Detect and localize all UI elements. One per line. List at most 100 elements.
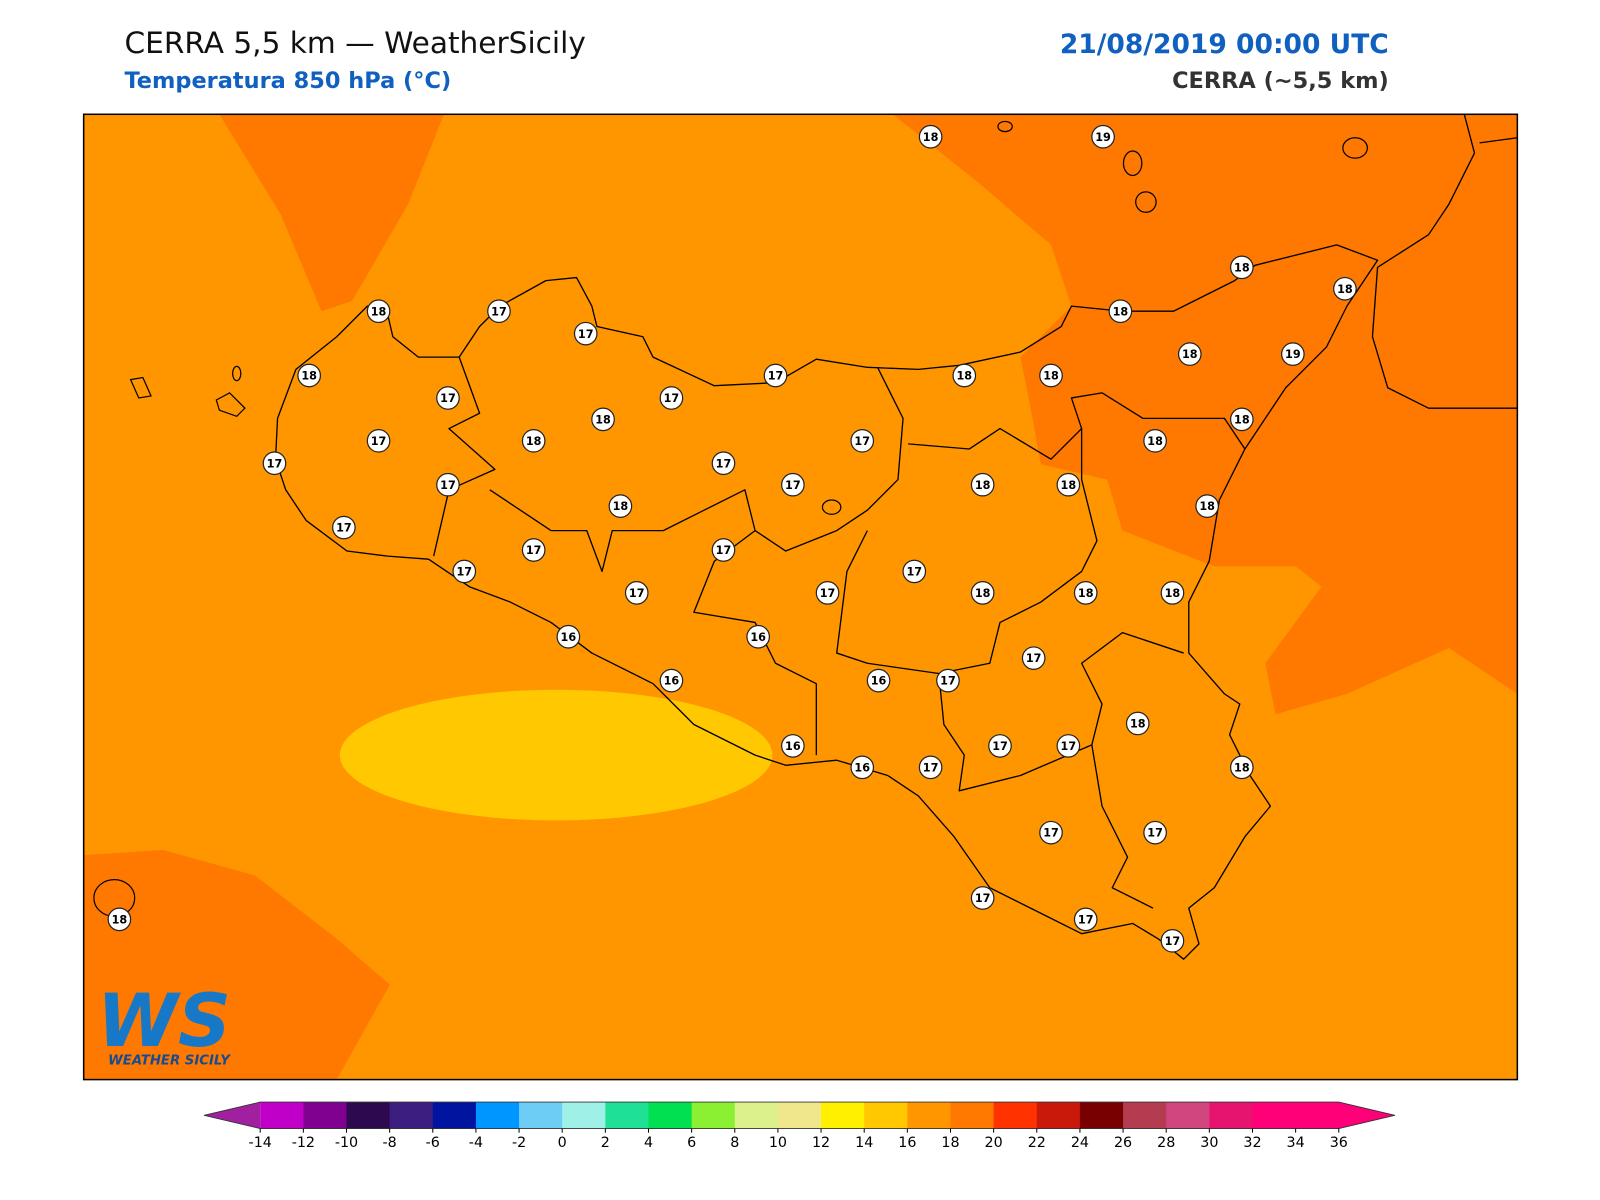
station-value: 18	[1337, 283, 1353, 296]
station-value: 16	[854, 761, 870, 774]
station-marker	[711, 538, 736, 562]
station-value: 18	[613, 500, 629, 513]
colorbar-tick-label: -10	[335, 1135, 358, 1151]
boundaries	[433, 356, 1246, 909]
station-value: 18	[1199, 500, 1215, 513]
station-marker	[970, 581, 995, 605]
colorbar-tick-label: 20	[985, 1135, 1003, 1151]
station-marker	[781, 472, 805, 497]
station-value: 17	[371, 435, 387, 448]
station-value: 16	[664, 675, 680, 688]
colorbar-tick-label: -12	[292, 1135, 315, 1151]
logo-text: WEATHER SICILY	[108, 1053, 231, 1068]
station-value: 18	[1234, 261, 1250, 274]
station-value: 18	[1182, 348, 1198, 361]
station-marker	[866, 668, 891, 693]
station-marker	[556, 624, 581, 649]
colorbar-tick-label: -14	[249, 1135, 272, 1151]
station-marker	[624, 581, 649, 605]
colorbar-tick-label: 18	[941, 1135, 959, 1151]
colorbar-segment	[260, 1102, 304, 1129]
station-marker	[107, 907, 132, 932]
station-value: 18	[975, 479, 991, 492]
station-value: 17	[336, 522, 352, 535]
station-marker	[763, 363, 788, 388]
coastline	[274, 244, 1379, 960]
station-value: 17	[664, 392, 680, 405]
station-marker	[521, 428, 546, 453]
colorbar-tick-label: -8	[383, 1135, 397, 1151]
station-value: 18	[975, 587, 991, 600]
station-marker	[1333, 276, 1357, 301]
islands	[93, 120, 1368, 917]
station-value: 18	[923, 131, 939, 144]
date: 21/08/2019 00:00 UTC	[1060, 29, 1389, 60]
colorbar-tick-label: -4	[469, 1135, 483, 1151]
station-marker	[608, 494, 633, 518]
station-value: 17	[440, 479, 456, 492]
station-value: 17	[1061, 740, 1077, 753]
station-marker	[521, 538, 546, 562]
station-marker	[487, 299, 511, 324]
station-value: 17	[456, 566, 472, 579]
station-marker	[1230, 255, 1254, 280]
colorbar-segment	[1123, 1102, 1167, 1129]
station-value: 18	[595, 413, 611, 426]
station-value: 17	[629, 587, 645, 600]
station-marker	[366, 299, 391, 324]
station-value: 18	[956, 370, 972, 383]
station-marker	[1108, 299, 1133, 324]
station-marker	[1230, 755, 1254, 780]
station-marker	[970, 472, 995, 497]
station-marker	[988, 734, 1012, 758]
station-value: 16	[871, 675, 887, 688]
model: CERRA (~5,5 km)	[1172, 68, 1389, 94]
station-marker	[1143, 820, 1167, 845]
colorbar-segment	[432, 1102, 477, 1129]
station-value: 17	[785, 479, 801, 492]
station-value: 17	[992, 740, 1008, 753]
station-value: 17	[768, 370, 784, 383]
colorbar-tick-label: 36	[1330, 1135, 1348, 1151]
colorbar-tick-label: 26	[1114, 1135, 1132, 1151]
station-value: 17	[267, 457, 283, 470]
colorbar-segment	[734, 1102, 779, 1129]
station-value: 17	[716, 544, 732, 557]
title: CERRA 5,5 km — WeatherSicily	[124, 26, 585, 60]
station-marker	[659, 668, 684, 693]
colorbar-segment	[1079, 1102, 1124, 1129]
station-value: 16	[785, 740, 801, 753]
station-marker	[781, 734, 805, 758]
station-marker	[1195, 494, 1219, 518]
station-marker	[850, 428, 875, 453]
station-value: 17	[923, 761, 939, 774]
station-value: 17	[1165, 935, 1181, 948]
colorbar-segment	[993, 1102, 1038, 1129]
colorbar-tick-label: 12	[812, 1135, 830, 1151]
station-marker	[936, 668, 960, 693]
station-marker	[711, 451, 736, 476]
station-value: 19	[1285, 348, 1301, 361]
station-value: 18	[1043, 370, 1059, 383]
colorbar-segment	[950, 1102, 995, 1129]
colorbar-over	[1338, 1102, 1395, 1129]
colorbar-segment	[562, 1102, 606, 1129]
colorbar-tick-label: 34	[1287, 1135, 1305, 1151]
station-value: 17	[491, 305, 507, 318]
station-value: 17	[1147, 827, 1163, 840]
colorbar-tick-label: -2	[512, 1135, 526, 1151]
station-marker	[952, 363, 977, 388]
station-value: 18	[1078, 587, 1094, 600]
station-marker	[918, 755, 943, 780]
station-value: 17	[526, 544, 542, 557]
station-marker	[573, 321, 598, 346]
station-marker	[1073, 581, 1098, 605]
station-marker	[1160, 928, 1185, 953]
station-marker	[332, 515, 356, 540]
station-value: 18	[526, 435, 542, 448]
station-value: 18	[301, 370, 317, 383]
station-marker	[452, 559, 477, 584]
colorbar-tick-label: -6	[426, 1135, 440, 1151]
station-value: 18	[1234, 413, 1250, 426]
